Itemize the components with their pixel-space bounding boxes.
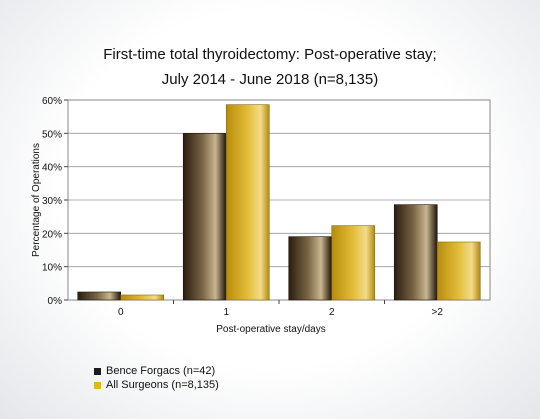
bar-series-2-3 — [436, 241, 481, 301]
x-axis-ticks: 0 1 2 >2 — [118, 300, 443, 318]
x-tick-label: >2 — [432, 307, 444, 318]
y-axis-label: Percentage of Operations — [31, 143, 42, 257]
y-tick-label: 20% — [42, 229, 62, 240]
legend-label-series-2: All Surgeons (n=8,135) — [106, 379, 219, 391]
legend-swatch-series-2 — [94, 381, 101, 389]
bar-series-1-3 — [393, 204, 438, 301]
bar-series-1-1 — [182, 133, 227, 301]
x-axis-label: Post-operative stay/days — [216, 324, 326, 335]
x-tick-label: 1 — [223, 307, 229, 318]
chart-title-line-1: First-time total thyroidectomy: Post-ope… — [103, 46, 437, 63]
chart-title: First-time total thyroidectomy: Post-ope… — [0, 42, 540, 92]
legend-item-series-2: All Surgeons (n=8,135) — [94, 379, 219, 391]
y-tick-label: 40% — [42, 163, 62, 174]
y-tick-label: 50% — [42, 129, 62, 140]
x-tick-label: 0 — [118, 307, 124, 318]
y-tick-label: 30% — [42, 196, 62, 207]
bars — [77, 104, 481, 301]
bar-series-1-2 — [288, 236, 333, 301]
y-tick-label: 10% — [42, 263, 62, 274]
chart-title-line-2: July 2014 - June 2018 (n=8,135) — [161, 71, 379, 88]
legend-swatch-series-1 — [94, 367, 101, 375]
bar-series-1-0 — [77, 291, 122, 301]
legend-item-series-1: Bence Forgacs (n=42) — [94, 365, 215, 377]
bar-series-2-2 — [331, 225, 376, 301]
bar-series-2-1 — [225, 104, 270, 301]
bar-series-2-0 — [120, 294, 165, 301]
y-axis-ticks: 0% 10% 20% 30% 40% 50% 60% — [42, 96, 68, 307]
x-tick-label: 2 — [329, 307, 335, 318]
legend-label-series-1: Bence Forgacs (n=42) — [106, 365, 216, 377]
y-tick-label: 60% — [42, 96, 62, 107]
y-tick-label: 0% — [48, 296, 63, 307]
